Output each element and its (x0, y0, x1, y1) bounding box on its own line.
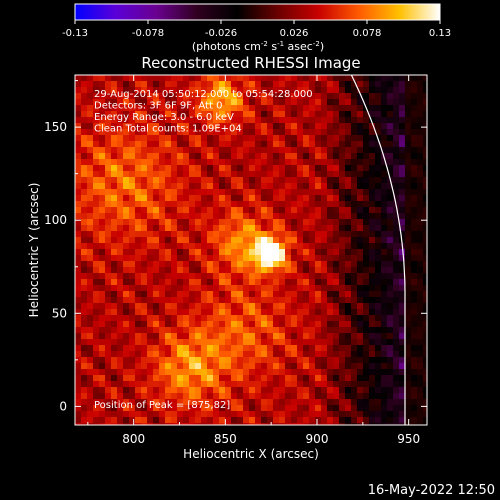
colorbar-tick-label: 0.13 (429, 28, 451, 39)
y-tick-label: 0 (59, 399, 67, 413)
y-tick-label: 100 (44, 213, 67, 227)
y-tick-label: 50 (52, 306, 67, 320)
colorbar-tick-label: -0.026 (205, 28, 237, 39)
annotation-line: Clean Total counts: 1.09E+04 (94, 124, 242, 135)
colorbar-tick-label: -0.13 (62, 28, 88, 39)
colorbar-tick-label: -0.078 (132, 28, 164, 39)
colorbar-unit-label: (photons cm-2 s-1 asec-2) (192, 40, 324, 53)
x-tick-label: 850 (214, 432, 237, 446)
heatmap-image (75, 75, 427, 425)
plot-frame (74, 74, 428, 426)
colorbar-tick-label: 0.026 (280, 28, 309, 39)
y-tick-label: 150 (44, 120, 67, 134)
footer-timestamp: 16-May-2022 12:50 (368, 483, 495, 498)
y-axis-label: Heliocentric Y (arcsec) (27, 183, 41, 318)
x-tick-label: 900 (306, 432, 329, 446)
peak-position-label: Position of Peak = [875,82] (94, 400, 230, 411)
annotation-block: 29-Aug-2014 05:50:12.000 to 05:54:28.000… (94, 89, 313, 135)
solar-limb (350, 75, 406, 425)
chart-title: Reconstructed RHESSI Image (141, 54, 360, 72)
colorbar (74, 3, 441, 21)
annotation-line: Energy Range: 3.0 - 6.0 keV (94, 112, 234, 123)
colorbar-tick-label: 0.078 (353, 28, 382, 39)
annotation-line: Detectors: 3F 6F 9F, Att 0 (94, 101, 222, 112)
colorbar-ticks: -0.13 -0.078 -0.026 0.026 0.078 0.13 (62, 20, 451, 39)
x-tick-label: 800 (122, 432, 145, 446)
x-axis-label: Heliocentric X (arcsec) (183, 447, 319, 461)
annotation-line: 29-Aug-2014 05:50:12.000 to 05:54:28.000 (94, 89, 313, 100)
x-tick-label: 950 (397, 432, 420, 446)
axes-ticks: 800 850 900 950 0 50 100 150 (44, 75, 427, 446)
